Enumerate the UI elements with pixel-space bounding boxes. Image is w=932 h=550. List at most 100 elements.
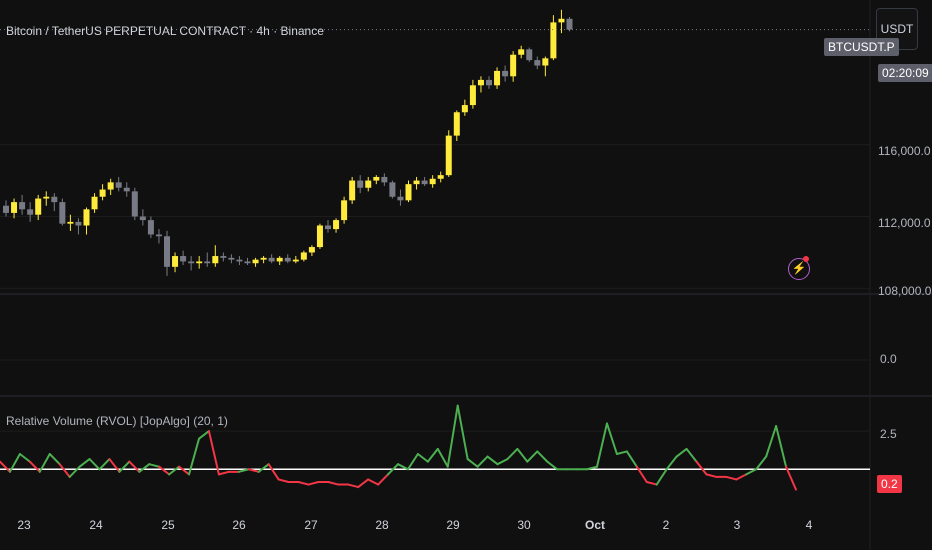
candle-body [477,79,484,86]
candle-body [292,259,299,262]
rvol-line-segment [108,458,121,473]
candle-body [268,257,275,262]
candle-body [27,209,34,215]
rvol-line-segment [198,430,210,440]
rvol-line-segment [506,447,519,461]
candle-body [244,261,251,264]
candle-body [67,221,74,224]
rvol-line-segment [725,475,738,481]
rvol-line-segment [695,460,708,476]
rvol-line-segment [675,447,688,458]
rvol-line-segment [496,458,509,466]
candle-body [494,70,501,86]
candle-body [421,180,428,185]
candle-body [3,205,9,213]
candle-body [381,176,388,183]
rvol-line-segment [297,481,310,486]
candle-body [180,256,187,262]
rvol-line-segment [307,481,320,486]
rvol-line-segment [18,453,31,463]
time-label: 26 [232,518,246,532]
rvol-line-segment [8,453,21,473]
candle-body [123,187,130,192]
candle-body [413,180,420,185]
candle-body [139,216,146,221]
candle-body [510,54,517,77]
candle-body [155,234,162,237]
symbol-title[interactable]: Bitcoin / TetherUS PERPETUAL CONTRACT · … [6,24,324,38]
rvol-line-segment [536,450,549,463]
candle-body [469,85,476,106]
rvol-line-segment [645,481,658,486]
candle-body [228,257,235,260]
candle-body [437,175,444,179]
time-label: 28 [375,518,389,532]
candle-body [566,18,573,30]
candle-body [461,105,468,113]
rvol-line-segment [765,425,778,458]
rvol-line-segment [625,450,638,468]
rvol-line-segment [357,478,370,489]
rvol-line-segment [436,447,449,468]
candle-body [405,184,412,201]
candle-body [196,261,203,264]
rvol-line-segment [456,404,469,461]
time-label: 3 [733,518,741,532]
candle-body [486,79,492,86]
candle-body [550,22,557,59]
rvol-value-tag: 0.2 [877,475,902,493]
rvol-line-segment [635,465,648,483]
candle-body [43,196,50,199]
candle-body [534,60,541,66]
rvol-line-segment [526,450,539,463]
rvol-line-segment [406,453,419,471]
rvol-line-segment [347,483,360,489]
rvol-line-segment [168,465,181,476]
rvol-line-segment [207,430,220,476]
rvol-line-segment [178,465,191,476]
rvol-line-segment [586,465,598,471]
candle-body [300,252,307,260]
time-label: 27 [304,518,318,532]
time-label: 23 [17,518,31,532]
candle-body [11,202,18,213]
rvol-line-segment [267,463,280,481]
price-tick-108000: 108,000.0 [878,284,932,298]
candle-body [147,220,154,235]
candle-body [349,180,356,201]
rvol-line-segment [655,468,668,486]
rvol-line-segment [148,463,161,468]
rvol-line-segment [615,450,628,455]
rvol-line-segment [38,453,51,473]
rvol-line-segment [426,447,439,463]
candle-body [59,202,66,224]
time-label: 2 [662,518,670,532]
candle-body [35,198,42,215]
candle-body [518,49,525,55]
rvol-line-segment [58,463,71,478]
lightning-bolt-icon[interactable]: ⚡ [788,258,810,280]
rvol-line-segment [785,465,797,491]
empty-pane-tick: 0.0 [880,352,897,366]
candle-body [542,58,549,66]
candle-body [204,261,211,264]
candle-body [188,261,195,264]
indicator-title[interactable]: Relative Volume (RVOL) [JopAlgo] (20, 1) [6,414,228,428]
rvol-line-segment [705,473,718,478]
rvol-line-segment [397,463,409,471]
rvol-line-segment [775,425,788,468]
rvol-line-segment [247,468,260,473]
price-tick-116000: 116,000.0 [878,144,931,158]
rvol-line-segment [387,463,399,476]
rvol-line-segment [68,465,81,478]
indicator-tick-2-5: 2.5 [880,427,897,441]
rvol-line-segment [88,458,101,471]
candle-body [341,200,348,221]
candle-body [83,209,90,226]
candle-body [558,18,565,23]
candle-body [236,259,243,262]
rvol-line-segment [237,468,250,473]
time-axis[interactable]: 23 24 25 26 27 28 29 30 Oct 2 3 4 [0,512,870,550]
candle-body [99,189,106,197]
